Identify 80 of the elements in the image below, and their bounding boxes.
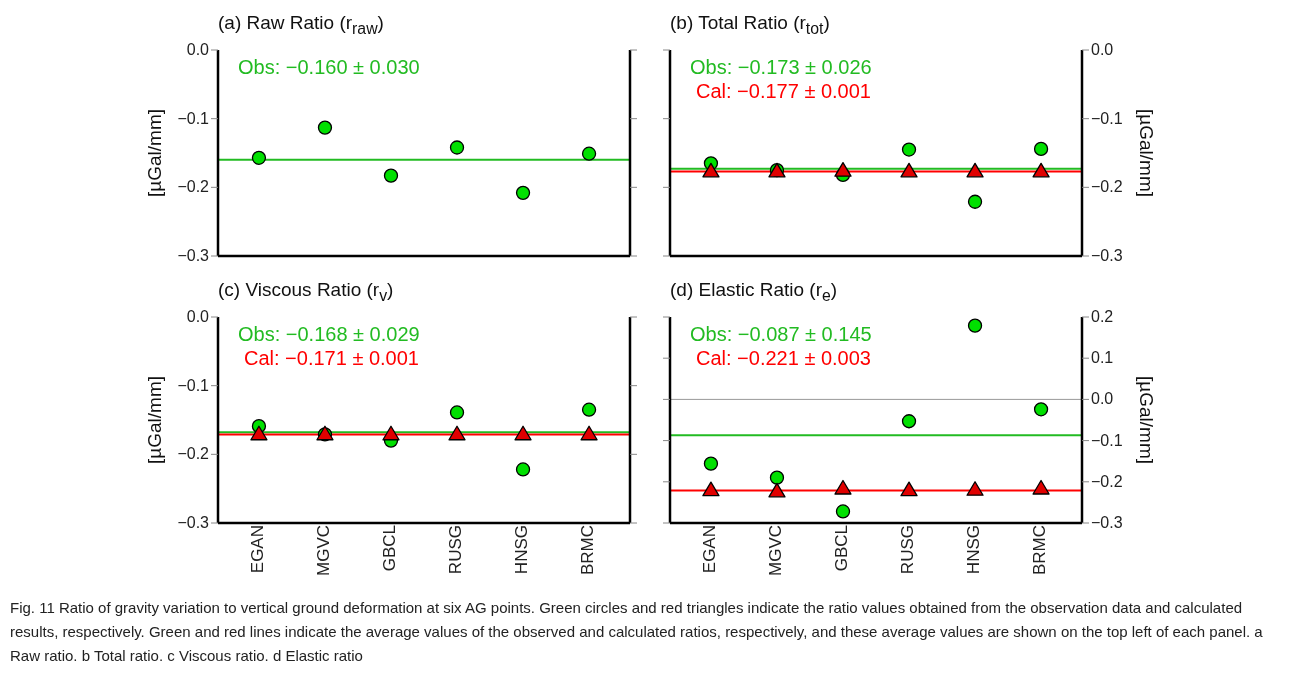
y-tick-label: −0.2 [177, 445, 210, 463]
point [900, 481, 918, 497]
annotation: Obs: −0.168 ± 0.029 [238, 323, 420, 346]
point [251, 150, 267, 165]
point [900, 162, 918, 178]
y2-axis-title: [µGal/mm] [1135, 108, 1157, 198]
x-tick-label: GBCL [831, 525, 851, 572]
y-tick-label: −0.3 [177, 247, 210, 264]
x-tick-label: EGAN [247, 525, 267, 574]
y-tick-label: −0.2 [177, 178, 210, 196]
point [834, 479, 852, 495]
y2-tick-label: 0.2 [1091, 308, 1114, 325]
point [1033, 402, 1049, 417]
point [515, 462, 531, 477]
x-tick-label: BRMC [1030, 525, 1050, 576]
annotation: Cal: −0.171 ± 0.001 [244, 347, 419, 370]
y2-axis-title: [µGal/mm] [1135, 375, 1157, 465]
point [702, 162, 720, 178]
y-axis-title: [µGal/mm] [143, 375, 165, 465]
y2-tick-label: 0.1 [1091, 349, 1114, 367]
point [702, 481, 720, 497]
point [768, 482, 786, 498]
annotation: Obs: −0.173 ± 0.026 [690, 56, 872, 79]
chart-title: (b) Total Ratio (r$_{tot}$) [670, 12, 830, 38]
chart-title: (c) Viscous Ratio (r$_{v}$) [218, 279, 394, 305]
point [967, 318, 983, 333]
point [966, 162, 984, 178]
y-tick-label: 0.0 [186, 308, 210, 325]
y2-tick-label: 0.0 [1091, 41, 1114, 58]
point [1032, 479, 1050, 495]
chart-title: (a) Raw Ratio (r$_{raw}$) [218, 12, 384, 38]
y2-tick-label: −0.2 [1091, 178, 1123, 196]
point [250, 425, 268, 441]
point [383, 168, 399, 183]
point [834, 162, 852, 177]
annotation: Cal: −0.177 ± 0.001 [696, 80, 871, 103]
y2-tick-label: −0.3 [1091, 247, 1123, 264]
x-tick-label: HNSG [512, 525, 532, 575]
y2-tick-label: −0.3 [1091, 514, 1123, 531]
y2-tick-label: −0.1 [1091, 109, 1123, 127]
point [448, 425, 466, 441]
x-tick-label: RUSG [898, 525, 918, 575]
x-tick-label: GBCL [379, 525, 399, 572]
y-tick-label: 0.0 [186, 41, 210, 58]
y-tick-label: −0.1 [177, 376, 210, 394]
point [514, 425, 532, 441]
y2-tick-label: 0.0 [1091, 390, 1114, 408]
x-tick-label: MGVC [313, 525, 333, 576]
y2-tick-label: −0.1 [1091, 431, 1123, 449]
y-tick-label: −0.1 [177, 109, 210, 127]
point [967, 194, 983, 209]
x-tick-label: MGVC [765, 525, 785, 576]
y2-tick-label: −0.2 [1091, 472, 1123, 490]
chart-title: (d) Elastic Ratio (r$_{e}$) [670, 279, 838, 305]
point [580, 425, 598, 441]
point [382, 425, 400, 441]
annotation: Obs: −0.160 ± 0.030 [238, 56, 420, 79]
x-tick-label: BRMC [578, 525, 598, 576]
y-axis-title: [µGal/mm] [143, 108, 165, 198]
point [449, 405, 465, 420]
annotation: Obs: −0.087 ± 0.145 [690, 323, 872, 346]
point [1032, 162, 1050, 178]
annotation: Cal: −0.221 ± 0.003 [696, 347, 871, 370]
caption: Fig. 11 Ratio of gravity variation to vertical ground deformation at six AG points. Green circles and red triangles indicate the ratio values obtained from the observation data and calculated results, respectively. Green and red lines indicate the average values of the observed and calculated ratios, respectively, and these average values are shown on the top left of each panel. a Raw ratio. b Total ratio. c Viscous ratio. d Elastic ratio [10, 598, 1264, 666]
point [703, 456, 719, 471]
point [581, 146, 597, 161]
x-tick-label: EGAN [699, 525, 719, 574]
x-tick-label: HNSG [964, 525, 984, 575]
point [966, 481, 984, 496]
y-tick-label: −0.3 [177, 514, 210, 531]
point [835, 504, 851, 519]
point [901, 414, 917, 429]
point [769, 470, 785, 485]
point [581, 402, 597, 417]
point [1033, 141, 1049, 157]
point [449, 140, 465, 155]
point [515, 185, 531, 200]
point [317, 120, 333, 135]
point [901, 142, 917, 157]
x-tick-label: RUSG [446, 525, 466, 575]
